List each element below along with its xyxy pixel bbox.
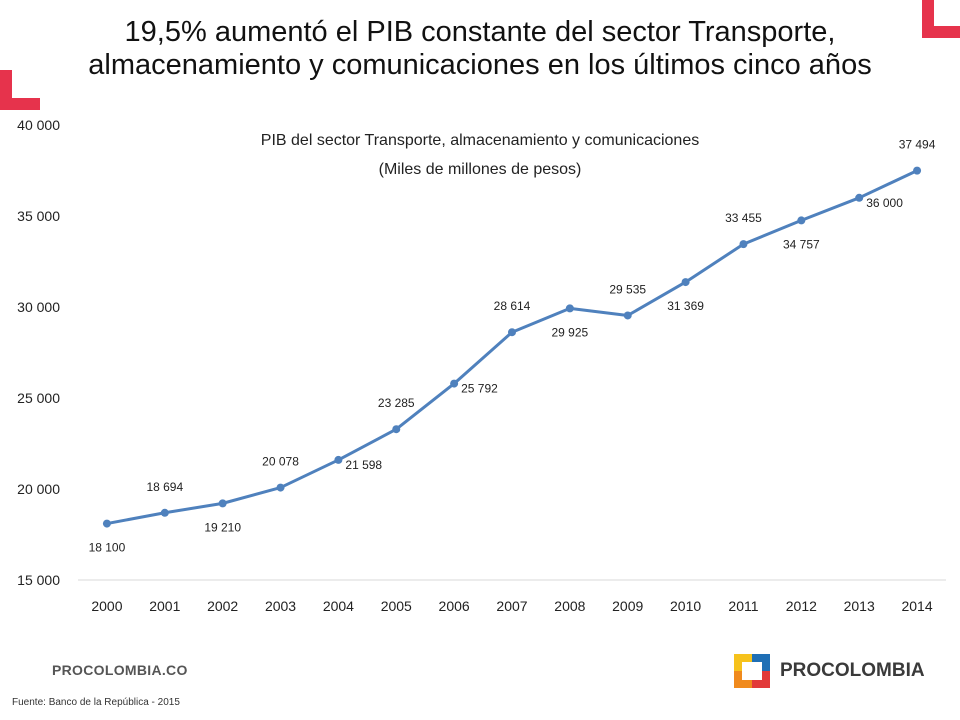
chart-subtitle: (Miles de millones de pesos) bbox=[379, 161, 582, 178]
x-tick-label: 2001 bbox=[149, 598, 180, 614]
y-tick-label: 25 000 bbox=[17, 390, 60, 406]
data-point bbox=[392, 425, 401, 434]
data-point bbox=[334, 455, 343, 464]
data-label: 29 925 bbox=[552, 325, 589, 339]
data-point bbox=[739, 240, 748, 249]
x-tick-label: 2009 bbox=[612, 598, 643, 614]
data-point bbox=[623, 311, 632, 320]
data-label: 37 494 bbox=[899, 138, 936, 152]
x-tick-label: 2002 bbox=[207, 598, 238, 614]
data-label: 34 757 bbox=[783, 237, 820, 251]
line-chart: PIB del sector Transporte, almacenamient… bbox=[17, 117, 946, 614]
page-title-line-2: almacenamiento y comunicaciones en los ú… bbox=[88, 49, 872, 81]
data-label: 23 285 bbox=[378, 396, 415, 410]
data-point bbox=[913, 166, 922, 175]
x-tick-label: 2012 bbox=[786, 598, 817, 614]
y-tick-label: 15 000 bbox=[17, 572, 60, 588]
data-label: 33 455 bbox=[725, 211, 762, 225]
data-point bbox=[797, 216, 806, 225]
data-point bbox=[508, 328, 516, 337]
data-point bbox=[276, 483, 285, 492]
data-label: 29 535 bbox=[609, 282, 646, 296]
x-tick-label: 2010 bbox=[670, 598, 701, 614]
y-tick-label: 40 000 bbox=[17, 117, 60, 133]
series-line bbox=[106, 169, 918, 526]
x-tick-label: 2008 bbox=[554, 598, 585, 614]
corner-mark-left-icon bbox=[0, 70, 40, 110]
data-point bbox=[102, 519, 111, 528]
data-point bbox=[855, 193, 864, 202]
data-label: 20 078 bbox=[262, 455, 299, 469]
data-point bbox=[218, 499, 227, 508]
page-title: 19,5% aumentó el PIB constante del secto… bbox=[0, 16, 960, 82]
data-label: 36 000 bbox=[866, 196, 903, 210]
data-point bbox=[565, 304, 574, 313]
data-label: 25 792 bbox=[461, 382, 498, 396]
procolombia-logo-text: PROCOLOMBIA bbox=[780, 660, 925, 681]
data-label: 31 369 bbox=[667, 299, 704, 313]
footer-brand-url: PROCOLOMBIA.CO bbox=[52, 662, 188, 678]
x-tick-label: 2014 bbox=[901, 598, 932, 614]
y-tick-label: 20 000 bbox=[17, 481, 60, 497]
data-point bbox=[450, 379, 459, 388]
data-label: 19 210 bbox=[204, 520, 241, 534]
x-tick-label: 2004 bbox=[323, 598, 354, 614]
data-point bbox=[160, 508, 169, 517]
x-tick-label: 2000 bbox=[91, 598, 122, 614]
corner-mark-right-icon bbox=[922, 0, 960, 38]
y-tick-label: 30 000 bbox=[17, 299, 60, 315]
x-tick-label: 2003 bbox=[265, 598, 296, 614]
data-label: 21 598 bbox=[345, 458, 382, 472]
data-label: 18 100 bbox=[89, 541, 126, 555]
page-title-line-1: 19,5% aumentó el PIB constante del secto… bbox=[124, 16, 836, 48]
chart-title: PIB del sector Transporte, almacenamient… bbox=[261, 132, 699, 149]
x-tick-label: 2011 bbox=[728, 598, 758, 614]
data-label: 18 694 bbox=[146, 480, 183, 494]
y-tick-label: 35 000 bbox=[17, 208, 60, 224]
data-label: 28 614 bbox=[494, 299, 531, 313]
x-tick-label: 2013 bbox=[844, 598, 875, 614]
source-note: Fuente: Banco de la República - 2015 bbox=[12, 697, 180, 708]
procolombia-logo-icon bbox=[734, 654, 770, 688]
data-point bbox=[681, 278, 690, 287]
x-tick-label: 2005 bbox=[381, 598, 412, 614]
x-tick-label: 2006 bbox=[439, 598, 470, 614]
x-tick-label: 2007 bbox=[496, 598, 527, 614]
